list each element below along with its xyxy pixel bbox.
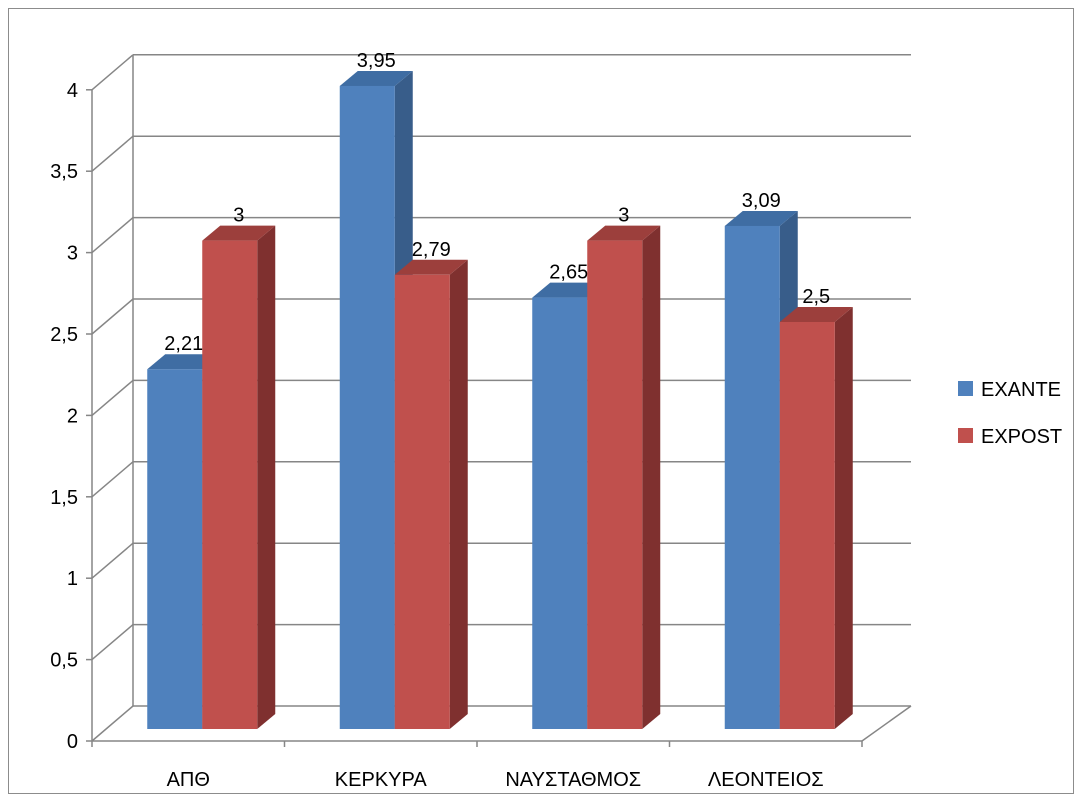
gridline-depth [91, 217, 134, 254]
gridline-depth [91, 379, 134, 416]
gridline-depth [91, 461, 134, 498]
gridline-depth [91, 54, 134, 91]
data-label: 2,5 [802, 286, 830, 308]
bar-front [147, 369, 203, 729]
data-label: 3,95 [357, 50, 396, 72]
data-label: 2,65 [549, 262, 588, 284]
y-tick-label: 1,5 [50, 487, 78, 509]
data-label: 2,79 [412, 239, 451, 261]
bar-top [394, 259, 468, 275]
floor-edge [861, 705, 912, 742]
bar-expost: 2,79 [394, 239, 468, 729]
bar-expost: 3 [587, 205, 661, 729]
gridline-depth [91, 624, 134, 661]
x-tick-label: ΚΕΡΚΥΡΑ [335, 769, 428, 791]
data-label: 3 [233, 205, 244, 227]
bar-front [202, 240, 258, 729]
x-tick-label: ΝΑΥΣΤΑΘΜΟΣ [505, 769, 641, 791]
bar-side [257, 225, 276, 729]
bar-expost: 2,5 [779, 286, 853, 729]
bar-front [394, 274, 450, 729]
bar-top [587, 225, 661, 241]
y-tick-label: 0 [67, 731, 78, 753]
x-tick-label: ΛΕΟΝΤΕΙΟΣ [708, 769, 824, 791]
bar-top [339, 70, 413, 86]
legend-swatch [958, 381, 973, 396]
bar-front [779, 322, 835, 729]
data-label: 2,21 [164, 333, 203, 355]
bar-top [147, 354, 221, 370]
bar-top [724, 210, 798, 226]
bar-front [587, 240, 643, 729]
y-tick-label: 2,5 [50, 324, 78, 346]
bar-top [202, 225, 276, 241]
gridline-depth [91, 135, 134, 172]
data-label: 3 [618, 205, 629, 227]
y-tick-label: 3 [67, 243, 78, 265]
x-axis: ΑΠΘ ΚΕΡΚΥΡΑ ΝΑΥΣΤΑΘΜΟΣ ΛΕΟΝΤΕΙΟΣ [91, 741, 863, 791]
y-tick-label: 1 [67, 568, 78, 590]
y-tick-label: 3,5 [50, 161, 78, 183]
bar-front [532, 297, 588, 729]
bar-expost: 3 [202, 205, 276, 729]
bar-top [532, 282, 606, 298]
y-tick-label: 4 [67, 80, 78, 102]
bar-front [724, 225, 780, 729]
y-axis: 0 0,5 1 1,5 2 2,5 3 3,5 4 [50, 80, 92, 753]
gridline-depth [91, 298, 134, 335]
bar-side [642, 225, 661, 729]
data-label: 3,09 [742, 190, 781, 212]
y-tick-label: 2 [67, 405, 78, 427]
bar-front [339, 85, 395, 729]
x-tick-label: ΑΠΘ [167, 769, 210, 791]
bar-side [449, 259, 468, 729]
gridline-depth [91, 542, 134, 579]
bars: 2,21 3 3,95 2,79 2,65 3 3,09 2,5 [147, 50, 853, 729]
y-tick-label: 0,5 [50, 650, 78, 672]
gridline-depth [91, 705, 134, 742]
legend-label: EXPOST [981, 426, 1062, 448]
bar-side [834, 307, 853, 729]
legend-label: EXANTE [981, 379, 1061, 401]
legend-swatch [958, 428, 973, 443]
legend: EXANTE EXPOST [958, 379, 1062, 448]
bar-top [779, 307, 853, 322]
